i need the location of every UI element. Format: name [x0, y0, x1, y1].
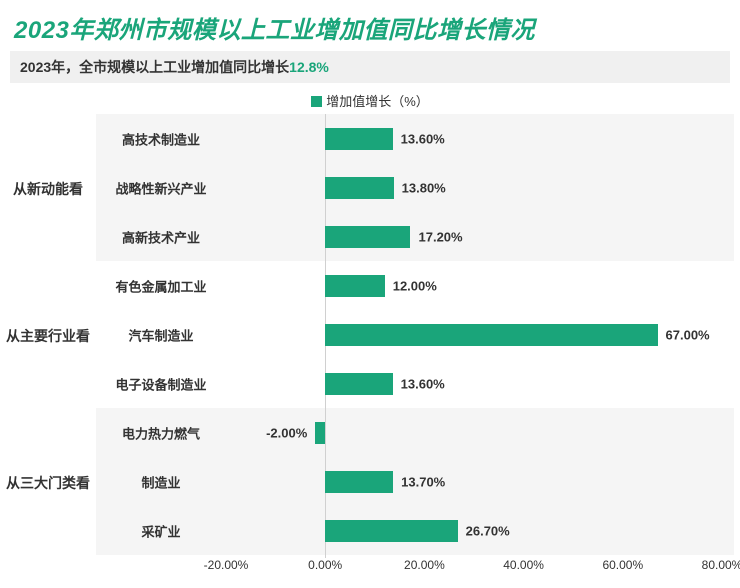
- bar: [325, 520, 457, 542]
- subtitle-bar: 2023年，全市规模以上工业增加值同比增长12.8%: [10, 51, 730, 83]
- category-label: 有色金属加工业: [96, 276, 226, 295]
- bar: [325, 177, 393, 199]
- x-tick-label: 60.00%: [602, 558, 643, 572]
- bar: [325, 373, 392, 395]
- x-tick-label: 20.00%: [404, 558, 445, 572]
- bar-value-label: 13.60%: [401, 376, 445, 391]
- legend-label: 增加值增长（%）: [326, 94, 429, 109]
- bar: [325, 128, 392, 150]
- bar-value-label: 26.70%: [466, 523, 510, 538]
- chart-area: 从新动能看从主要行业看从三大门类看 高技术制造业 13.60% 13.80% 17.20…: [0, 114, 740, 588]
- category-label: 制造业: [96, 472, 226, 491]
- category-label: 战略性新兴产业: [96, 178, 226, 197]
- subtitle-highlight: 12.8%: [289, 59, 329, 75]
- category-label: 采矿业: [96, 521, 226, 540]
- category-label: 电子设备制造业: [96, 374, 226, 393]
- x-axis: -20.00%0.00%20.00%40.00%60.00%80.00%: [226, 558, 722, 582]
- group-label: 从新动能看: [0, 179, 96, 199]
- bar-value-label: 67.00%: [666, 327, 710, 342]
- subtitle-text: 2023年，全市规模以上工业增加值同比增长: [20, 59, 289, 75]
- bar-value-label: 12.00%: [393, 278, 437, 293]
- x-tick-label: 80.00%: [702, 558, 740, 572]
- chart-title: 2023年郑州市规模以上工业增加值同比增长情况: [0, 0, 740, 51]
- x-tick-label: -20.00%: [204, 558, 249, 572]
- bar: [315, 422, 325, 444]
- category-label: 汽车制造业: [96, 325, 226, 344]
- bar: [325, 471, 393, 493]
- group-label: 从三大门类看: [0, 473, 96, 493]
- category-label: 高新技术产业: [96, 227, 226, 246]
- group-label: 从主要行业看: [0, 326, 96, 346]
- x-tick-label: 40.00%: [503, 558, 544, 572]
- bar-value-label: 13.60%: [401, 131, 445, 146]
- bar: [325, 324, 657, 346]
- category-label: 高技术制造业: [96, 129, 226, 148]
- bar-value-label: 13.70%: [401, 474, 445, 489]
- legend-swatch: [311, 96, 322, 107]
- bar-value-label: 13.80%: [402, 180, 446, 195]
- x-tick-label: 0.00%: [308, 558, 342, 572]
- category-label: 电力热力燃气: [96, 423, 226, 442]
- bar-value-label: 17.20%: [419, 229, 463, 244]
- bar: [325, 226, 410, 248]
- bar-value-label: -2.00%: [266, 425, 307, 440]
- legend: 增加值增长（%）: [0, 89, 740, 114]
- plot-area: 13.60% 13.80% 17.20% 12.00% 67.00% 13.60% -2.0…: [226, 114, 722, 558]
- bar: [325, 275, 385, 297]
